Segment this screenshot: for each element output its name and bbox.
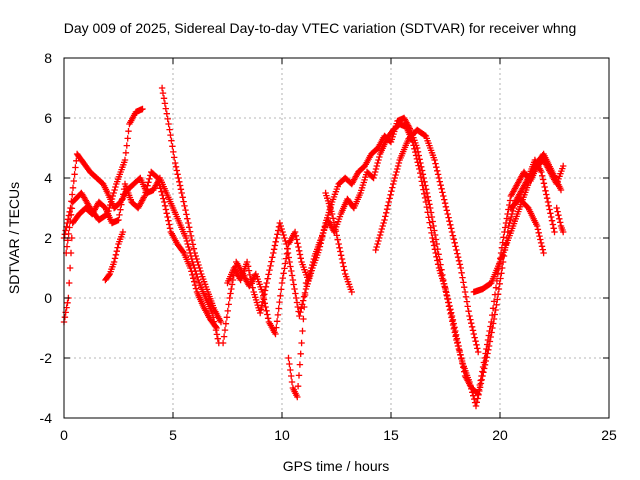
series-track-a [60, 150, 222, 347]
series-track-j [372, 126, 482, 356]
data-point-markers [470, 150, 565, 296]
data-point-markers [102, 228, 127, 284]
data-point-markers [507, 195, 547, 257]
y-tick-label: -2 [40, 350, 53, 366]
series-track-b [60, 168, 220, 332]
x-axis-label: GPS time / hours [283, 458, 390, 474]
x-tick-label: 0 [60, 427, 68, 443]
data-point-markers [553, 204, 567, 236]
y-tick-label: -4 [40, 410, 53, 426]
series-track-k [470, 150, 565, 296]
data-point-markers [285, 279, 310, 401]
y-tick-label: 2 [44, 230, 52, 246]
series-track-i [322, 189, 355, 296]
series-track-h [285, 279, 310, 401]
data-point-markers [322, 189, 355, 296]
x-tick-label: 25 [601, 427, 617, 443]
x-tick-label: 20 [492, 427, 508, 443]
series-track-d [102, 228, 127, 284]
plot-area [60, 84, 567, 410]
data-point-markers [158, 84, 225, 326]
y-tick-label: 6 [44, 110, 52, 126]
y-tick-label: 0 [44, 290, 52, 306]
y-tick-label: 8 [44, 50, 52, 66]
data-point-markers [372, 126, 482, 356]
data-point-markers [60, 168, 220, 332]
data-point-markers [60, 150, 222, 347]
x-tick-label: 5 [169, 427, 177, 443]
series-track-m [553, 204, 567, 236]
chart-title: Day 009 of 2025, Sidereal Day-to-day VTE… [64, 20, 577, 36]
x-tick-label: 15 [383, 427, 399, 443]
series-track-e [158, 84, 225, 326]
series-track-l [507, 195, 547, 257]
x-tick-label: 10 [274, 427, 290, 443]
series-track-c [63, 105, 146, 257]
y-tick-label: 4 [44, 170, 52, 186]
data-point-markers [63, 105, 146, 257]
y-axis-label: SDTVAR / TECUs [6, 182, 22, 294]
axis-ticks: 0 5 10 15 20 25 -4 -2 0 2 4 6 8 [40, 50, 617, 443]
